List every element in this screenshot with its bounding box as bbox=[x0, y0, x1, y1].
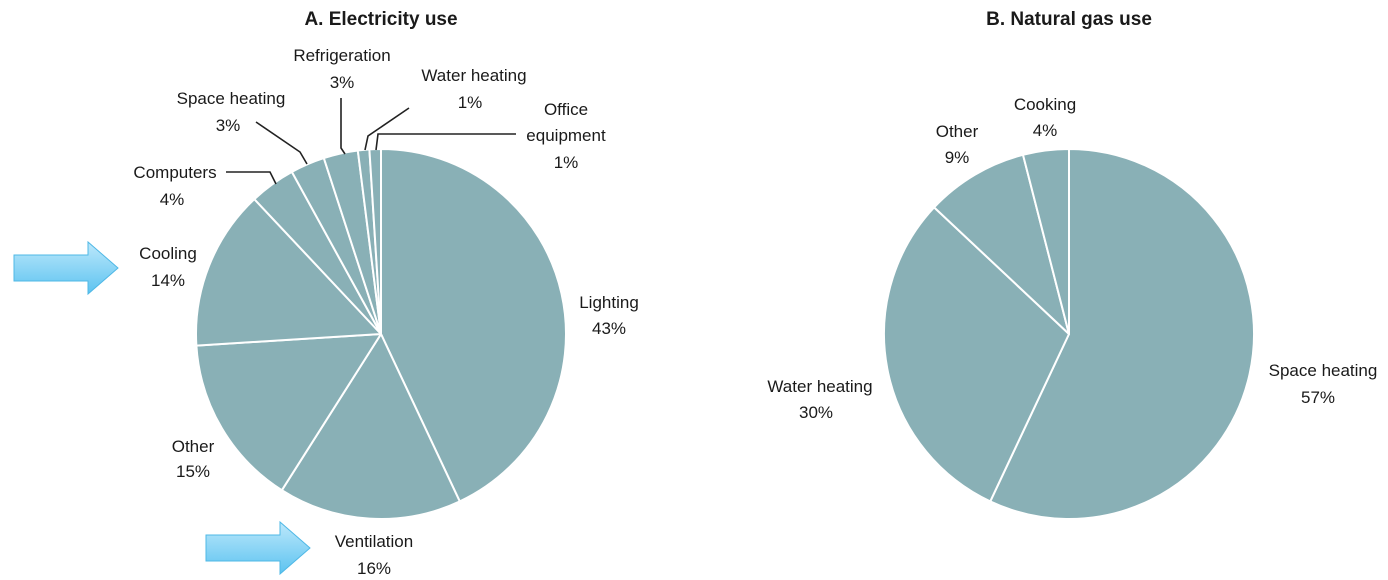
label-cooling: Cooling 14% bbox=[139, 244, 197, 290]
label-lighting: Lighting 43% bbox=[579, 293, 639, 338]
label-cooking: Cooking 4% bbox=[1014, 95, 1076, 140]
label-space-heating-gas: Space heating 57% bbox=[1269, 361, 1378, 407]
label-water-heating-gas: Water heating 30% bbox=[767, 377, 872, 422]
chart-electricity: A. Electricity use Lighting 43% Ventilati… bbox=[14, 9, 639, 578]
chart-b-slices bbox=[884, 149, 1254, 519]
label-office-equipment-value: 1% bbox=[554, 153, 579, 172]
chart-a-title: A. Electricity use bbox=[304, 9, 457, 30]
leader-office-equipment bbox=[376, 134, 516, 150]
label-computers: Computers 4% bbox=[133, 163, 216, 209]
label-other-electricity: Other 15% bbox=[172, 437, 215, 481]
arrow-right-icon bbox=[206, 522, 310, 574]
label-office-equipment: Office bbox=[544, 100, 588, 119]
leader-space-heating bbox=[256, 122, 307, 164]
leader-computers bbox=[226, 172, 276, 184]
label-space-heating-electricity: Space heating 3% bbox=[177, 89, 286, 135]
leader-water-heating bbox=[365, 108, 409, 150]
arrow-right-icon bbox=[14, 242, 118, 294]
chart-b-title: B. Natural gas use bbox=[986, 9, 1152, 30]
label-office-equipment-line2: equipment bbox=[526, 126, 606, 145]
label-refrigeration: Refrigeration 3% bbox=[293, 46, 390, 92]
label-water-heating-electricity: Water heating 1% bbox=[421, 66, 526, 112]
chart-natural-gas: B. Natural gas use Space heating 57% Wate… bbox=[767, 9, 1377, 519]
label-other-gas: Other 9% bbox=[936, 122, 979, 167]
label-ventilation: Ventilation 16% bbox=[335, 532, 413, 578]
leader-refrigeration bbox=[341, 98, 345, 154]
chart-a-slices bbox=[196, 149, 566, 519]
